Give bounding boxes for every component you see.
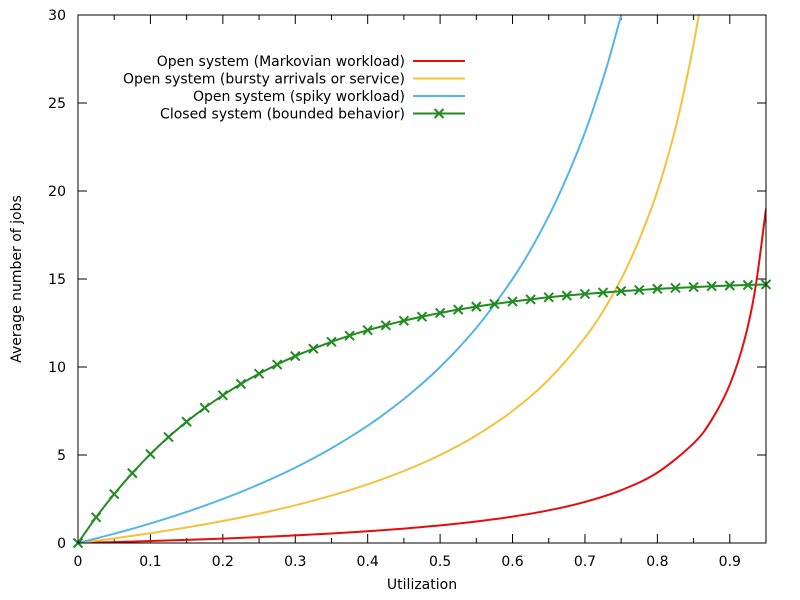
y-tick-label: 5 xyxy=(57,448,66,464)
series-3-x-marker xyxy=(308,343,319,354)
x-tick-label: 0.2 xyxy=(212,554,234,570)
series-3-x-marker xyxy=(271,359,283,370)
x-tick-label: 0.5 xyxy=(429,554,451,570)
x-tick-label: 0.4 xyxy=(357,554,379,570)
series-3-x-marker xyxy=(253,368,265,379)
x-axis-title: Utilization xyxy=(387,577,457,593)
series-3-x-marker xyxy=(688,281,699,293)
series-3-x-marker xyxy=(217,390,229,401)
x-tick-label: 0.6 xyxy=(501,554,523,570)
y-tick-label: 30 xyxy=(48,8,66,24)
series-3-x-marker xyxy=(90,512,102,523)
series-3-x-marker xyxy=(507,296,518,307)
series-3-x-marker xyxy=(344,330,355,341)
series-3-x-marker xyxy=(398,315,410,326)
legend: Open system (Markovian workload) Open sys… xyxy=(123,54,465,123)
series-3-x-marker xyxy=(471,301,482,312)
legend-label: Open system (bursty arrivals or service) xyxy=(123,72,405,88)
series-3-x-marker xyxy=(706,281,717,292)
legend-label: Closed system (bounded behavior) xyxy=(160,107,405,123)
series-3-x-marker xyxy=(380,320,391,331)
series-3-x-marker xyxy=(525,294,536,305)
series-3-x-marker xyxy=(290,350,301,362)
plot-border xyxy=(77,14,767,544)
series-3-x-marker xyxy=(742,279,754,291)
series-3-x-marker xyxy=(181,416,192,427)
x-tick-label: 0.1 xyxy=(139,554,161,570)
series-curve-1 xyxy=(78,15,700,543)
series-3-x-marker xyxy=(434,307,446,319)
y-tick-label: 25 xyxy=(48,96,66,112)
series-curve-2 xyxy=(78,15,623,543)
x-tick-label: 0.7 xyxy=(574,554,596,570)
series-3-x-marker xyxy=(489,298,500,310)
x-tick-label: 0.3 xyxy=(284,554,306,570)
legend-item-2: Open system (spiky workload) xyxy=(193,89,465,105)
series-3-x-marker xyxy=(543,292,554,303)
data-point-markers xyxy=(72,279,772,549)
series-3-x-marker xyxy=(235,378,247,390)
series-3-x-marker xyxy=(652,283,663,295)
series-3-x-marker xyxy=(145,448,156,460)
series-3-x-marker xyxy=(670,282,681,294)
legend-label: Open system (spiky workload) xyxy=(193,89,405,105)
series-3-x-marker xyxy=(579,288,591,300)
series-3-x-marker xyxy=(724,280,735,291)
series-3-x-marker xyxy=(453,304,464,315)
series-3-x-marker xyxy=(109,488,120,500)
series-3-x-marker xyxy=(163,431,174,443)
y-tick-label: 15 xyxy=(48,272,66,288)
series-3-x-marker xyxy=(199,402,210,414)
x-tick-label: 0.8 xyxy=(646,554,668,570)
legend-label: Open system (Markovian workload) xyxy=(157,54,405,70)
series-3-x-marker xyxy=(634,284,645,296)
y-axis-title: Average number of jobs xyxy=(9,195,25,363)
series-3-x-marker xyxy=(561,290,573,301)
x-tick-label: 0 xyxy=(74,554,83,570)
legend-x-marker xyxy=(433,108,445,119)
legend-item-1: Open system (bursty arrivals or service) xyxy=(123,72,465,88)
y-tick-label: 10 xyxy=(48,360,66,376)
series-3-x-marker xyxy=(362,325,373,336)
legend-item-3: Closed system (bounded behavior) xyxy=(160,107,465,123)
x-tick-label: 0.9 xyxy=(719,554,741,570)
series-3-x-marker xyxy=(326,336,337,348)
series-3-x-marker xyxy=(416,311,428,322)
series-3-x-marker xyxy=(127,467,138,479)
x-tick-labels: 0 0.1 0.2 0.3 0.4 0.5 0.6 0.7 0.8 0.9 xyxy=(74,554,741,570)
y-tick-label: 0 xyxy=(57,536,66,552)
series-curve-0 xyxy=(78,208,766,543)
legend-item-0: Open system (Markovian workload) xyxy=(157,54,465,70)
y-tick-labels: 0 5 10 15 20 25 30 xyxy=(48,8,66,552)
y-tick-label: 20 xyxy=(48,184,66,200)
series-3-x-marker xyxy=(615,285,627,297)
series-3-x-marker xyxy=(597,287,609,298)
